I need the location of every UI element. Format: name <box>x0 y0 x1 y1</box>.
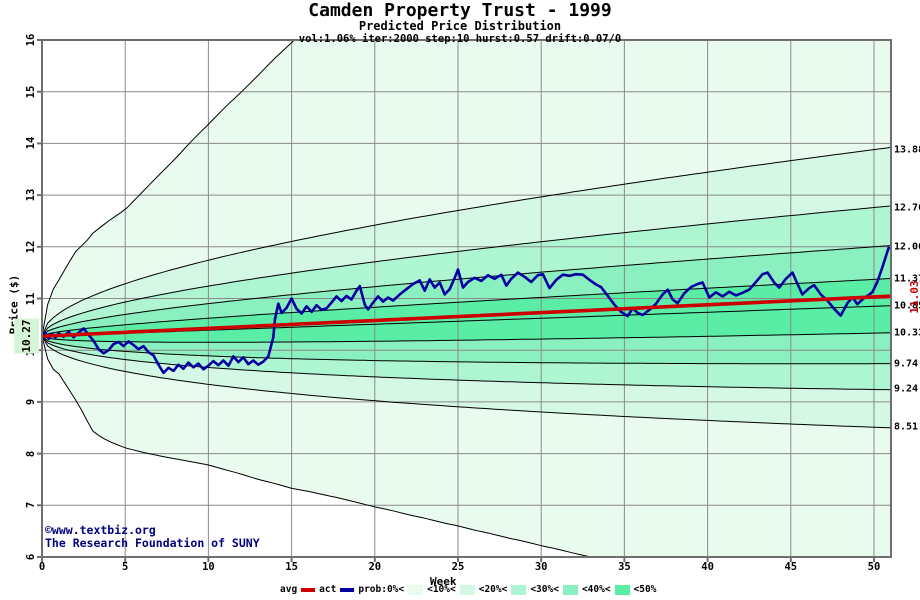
prob-band <box>42 336 891 428</box>
band-boundary-curve <box>42 146 891 337</box>
legend-band-swatch <box>459 584 475 595</box>
x-tick-label: 30 <box>534 561 548 573</box>
x-tick-label: 40 <box>701 561 714 573</box>
band-end-label: 10.33 <box>894 327 920 339</box>
legend-label: <30%< <box>530 584 559 595</box>
legend-label: <50% <box>633 584 657 595</box>
y-tick-label: 15 <box>25 85 37 99</box>
band-end-label: 13.88 <box>894 144 920 156</box>
x-tick-label: 25 <box>451 561 465 573</box>
prob-band <box>42 278 891 337</box>
band-boundary-curve <box>42 332 891 343</box>
legend: avg act prob:0%< <10%< <20%< <30%< <40%< <50% <box>280 584 656 595</box>
title-block: Camden Property Trust - 1999 Predicted P… <box>0 1 920 45</box>
y-tick-label: 8 <box>25 450 37 457</box>
y-tick-label: 6 <box>25 553 37 561</box>
x-tick-label: 5 <box>122 561 129 573</box>
y-tick-label: 9 <box>25 398 37 406</box>
legend-line-swatch <box>301 587 316 592</box>
prob-band <box>42 245 891 337</box>
prob-band <box>42 205 891 337</box>
copyright-block: ©www.textbiz.org The Research Foundation… <box>45 524 260 550</box>
chart-params: vol:1.06% iter:2000 step:10 hurst:0.57 d… <box>298 33 622 45</box>
band-end-label: 10.85 <box>894 300 920 312</box>
band-boundary-curve <box>42 245 891 337</box>
x-tick-label: 20 <box>368 561 382 573</box>
x-axis-title: Week <box>430 575 457 588</box>
legend-band-swatch <box>614 584 630 595</box>
y-tick-label: 11 <box>25 292 37 305</box>
legend-band-swatch <box>408 584 424 595</box>
x-tick-label: 0 <box>38 561 46 573</box>
band-boundary-curve <box>42 335 891 429</box>
band-end-label: 12.00 <box>894 241 920 253</box>
y-tick-label: 14 <box>25 137 37 150</box>
prob-band <box>42 305 891 343</box>
y-tick-label: 13 <box>25 188 37 202</box>
avg-price-line <box>42 294 891 339</box>
legend-label: prob:0%< <box>358 584 405 595</box>
x-tick-label: 45 <box>784 561 798 573</box>
band-end-label: 9.24 <box>894 383 919 395</box>
legend-label: <20%< <box>478 584 508 595</box>
x-tick-label: 35 <box>618 561 631 573</box>
legend-label: act <box>319 584 337 595</box>
y-tick-label: 16 <box>25 33 37 47</box>
legend-label: avg <box>280 584 298 595</box>
legend-label: <40%< <box>581 584 611 595</box>
prob-band <box>42 336 891 390</box>
chart-subtitle: Predicted Price Distribution <box>358 19 562 33</box>
band-boundary-curve <box>42 205 891 337</box>
legend-line-swatch <box>340 587 355 592</box>
band-end-label: 12.76 <box>894 202 920 213</box>
y-tick-label: 7 <box>25 502 37 509</box>
prob-band <box>42 336 891 557</box>
x-tick-label: 50 <box>867 561 881 573</box>
band-end-label: 11.37 <box>894 273 920 285</box>
band-boundary-curve <box>42 336 594 557</box>
chart-title: Camden Property Trust - 1999 <box>308 0 612 21</box>
prob-band <box>42 40 891 337</box>
legend-band-swatch <box>511 584 527 595</box>
y-tick-label: 12 <box>25 240 37 254</box>
x-tick-label: 10 <box>202 561 215 573</box>
legend-band-swatch <box>562 584 578 595</box>
legend-label: <10%< <box>427 584 456 595</box>
start-price-label: 10.27 <box>14 318 40 354</box>
x-tick-label: 15 <box>285 561 298 573</box>
copyright-org: The Research Foundation of SUNY <box>45 536 260 550</box>
band-end-label: 9.74 <box>894 358 919 370</box>
band-boundary-curve <box>42 335 891 365</box>
band-boundary-curve <box>42 40 296 337</box>
prob-band <box>42 332 891 364</box>
copyright-url: ©www.textbiz.org <box>45 523 156 537</box>
avg-end-price-label: 11.03 <box>908 280 920 314</box>
actual-price-line <box>42 246 891 375</box>
band-end-label: 8.51 <box>894 421 919 433</box>
